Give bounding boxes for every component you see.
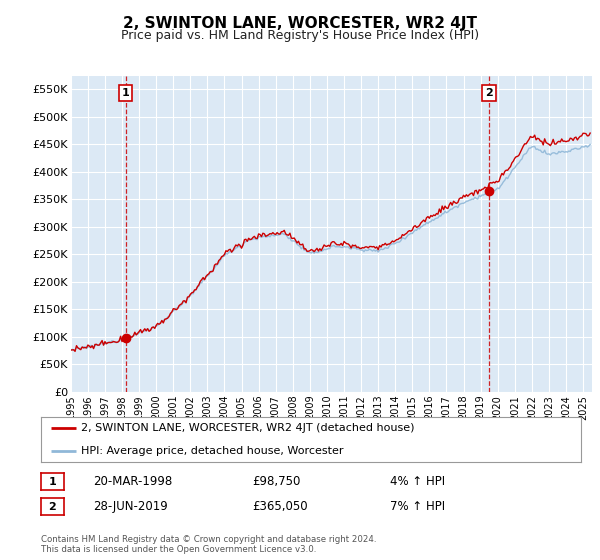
Text: £98,750: £98,750 xyxy=(252,475,301,488)
Text: 2: 2 xyxy=(485,88,493,98)
Text: 20-MAR-1998: 20-MAR-1998 xyxy=(93,475,172,488)
Text: 1: 1 xyxy=(122,88,130,98)
Text: 2: 2 xyxy=(49,502,56,512)
Text: Contains HM Land Registry data © Crown copyright and database right 2024.
This d: Contains HM Land Registry data © Crown c… xyxy=(41,535,376,554)
Text: 1: 1 xyxy=(49,477,56,487)
Text: HPI: Average price, detached house, Worcester: HPI: Average price, detached house, Worc… xyxy=(82,446,344,456)
Text: £365,050: £365,050 xyxy=(252,500,308,514)
Text: 4% ↑ HPI: 4% ↑ HPI xyxy=(390,475,445,488)
Text: Price paid vs. HM Land Registry's House Price Index (HPI): Price paid vs. HM Land Registry's House … xyxy=(121,29,479,42)
Text: 28-JUN-2019: 28-JUN-2019 xyxy=(93,500,168,514)
Text: 7% ↑ HPI: 7% ↑ HPI xyxy=(390,500,445,514)
Text: 2, SWINTON LANE, WORCESTER, WR2 4JT: 2, SWINTON LANE, WORCESTER, WR2 4JT xyxy=(123,16,477,31)
Text: 2, SWINTON LANE, WORCESTER, WR2 4JT (detached house): 2, SWINTON LANE, WORCESTER, WR2 4JT (det… xyxy=(82,423,415,433)
